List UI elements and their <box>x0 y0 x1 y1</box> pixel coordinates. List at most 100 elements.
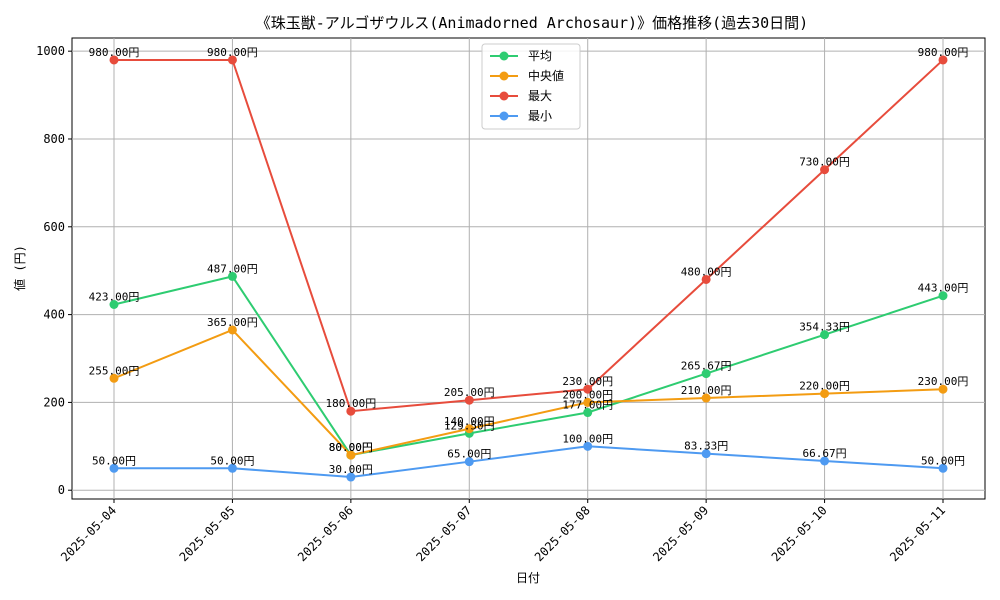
y-tick-label: 600 <box>43 220 65 234</box>
series-line <box>113 275 944 457</box>
data-label: 230.00円 <box>918 375 969 388</box>
legend-box <box>481 43 581 130</box>
chart-title: 《珠玉獣-アルゴザウルス(Animadorned Archosaur)》価格推移… <box>256 14 808 32</box>
y-tick-label: 200 <box>43 395 65 409</box>
x-tick-label: 2025-05-10 <box>769 503 830 564</box>
data-label: 980.00円 <box>207 46 258 59</box>
data-label: 100.00円 <box>562 432 613 445</box>
data-point <box>701 369 711 379</box>
data-point <box>583 384 593 394</box>
data-point <box>227 271 237 281</box>
data-point <box>109 463 119 473</box>
data-point <box>820 456 830 466</box>
data-label: 730.00円 <box>799 156 850 169</box>
series-line <box>113 328 944 457</box>
legend-label: 中央値 <box>528 68 564 83</box>
data-point <box>938 55 948 65</box>
series-3 <box>109 441 948 482</box>
series-1 <box>109 325 948 460</box>
x-axis-ticks: 2025-05-04 2025-05-05 2025-05-06 2025-05-07… <box>58 499 948 564</box>
data-point <box>346 450 356 460</box>
y-tick-label: 400 <box>43 308 65 322</box>
data-point <box>820 389 830 399</box>
data-point <box>346 406 356 416</box>
legend-item: 平均 <box>490 49 552 63</box>
y-tick-label: 0 <box>58 483 65 497</box>
data-label: 220.00円 <box>799 380 850 393</box>
data-label: 210.00円 <box>681 384 732 397</box>
data-point <box>938 463 948 473</box>
data-label: 265.67円 <box>681 360 732 373</box>
data-label: 65.00円 <box>447 448 491 461</box>
legend-item: 最大 <box>490 89 552 103</box>
data-label: 423.00円 <box>89 291 140 304</box>
data-label: 980.00円 <box>89 46 140 59</box>
data-point <box>701 449 711 459</box>
data-point <box>227 463 237 473</box>
data-point <box>820 165 830 175</box>
data-point <box>701 393 711 403</box>
legend-marker <box>499 71 509 81</box>
data-point <box>227 325 237 335</box>
data-label: 30.00円 <box>329 463 373 476</box>
x-tick-label: 2025-05-11 <box>887 503 948 564</box>
legend-marker <box>499 51 509 61</box>
data-label: 80.00円 <box>329 441 373 454</box>
x-tick-label: 2025-05-08 <box>532 503 593 564</box>
data-label: 255.00円 <box>89 364 140 377</box>
data-point <box>109 55 119 65</box>
data-label: 129.50円 <box>444 419 495 432</box>
data-point <box>701 274 711 284</box>
data-label: 487.00円 <box>207 262 258 275</box>
data-label: 50.00円 <box>92 454 136 467</box>
x-tick-label: 2025-05-09 <box>650 503 711 564</box>
data-point <box>938 291 948 301</box>
series-2 <box>109 55 948 416</box>
y-axis-ticks: 0 200 400 600 800 1000 <box>36 44 72 497</box>
data-point <box>583 397 593 407</box>
legend-label: 平均 <box>528 49 552 63</box>
data-label: 66.67円 <box>803 447 847 460</box>
data-label: 83.33円 <box>684 440 728 453</box>
data-label: 200.00円 <box>562 388 613 401</box>
y-tick-label: 1000 <box>36 44 65 58</box>
legend-item: 中央値 <box>490 68 564 83</box>
data-label: 50.00円 <box>921 454 965 467</box>
data-label: 443.00円 <box>918 282 969 295</box>
data-point <box>464 457 474 467</box>
data-label: 205.00円 <box>444 386 495 399</box>
x-tick-label: 2025-05-05 <box>177 503 238 564</box>
data-label: 140.00円 <box>444 415 495 428</box>
data-label: 177.00円 <box>562 399 613 412</box>
data-label: 354.33円 <box>799 321 850 334</box>
grid-lines <box>72 38 985 499</box>
y-tick-label: 800 <box>43 132 65 146</box>
y-axis-label: 値 (円) <box>12 245 27 291</box>
x-tick-label: 2025-05-04 <box>58 503 119 564</box>
series-layer <box>109 55 948 482</box>
data-label: 980.00円 <box>918 46 969 59</box>
data-point <box>464 424 474 434</box>
data-point <box>583 408 593 418</box>
series-line <box>114 445 944 479</box>
data-label: 180.00円 <box>325 397 376 410</box>
data-point <box>938 384 948 394</box>
series-line <box>114 58 944 413</box>
legend-item: 最小 <box>490 109 552 123</box>
data-point <box>820 330 830 340</box>
legend-marker <box>499 91 509 101</box>
data-point <box>109 373 119 383</box>
data-label: 80.00円 <box>329 441 373 454</box>
data-point <box>583 441 593 451</box>
data-label: 365.00円 <box>207 316 258 329</box>
data-label: 480.00円 <box>681 265 732 278</box>
legend-label: 最小 <box>528 109 552 123</box>
x-axis-label: 日付 <box>516 571 540 585</box>
data-point <box>227 55 237 65</box>
data-point <box>346 472 356 482</box>
legend-label: 最大 <box>528 89 552 103</box>
data-labels: 423.00円 487.00円 80.00円 129.50円 177.00円 265.67… <box>89 46 969 476</box>
legend-marker <box>499 111 509 121</box>
